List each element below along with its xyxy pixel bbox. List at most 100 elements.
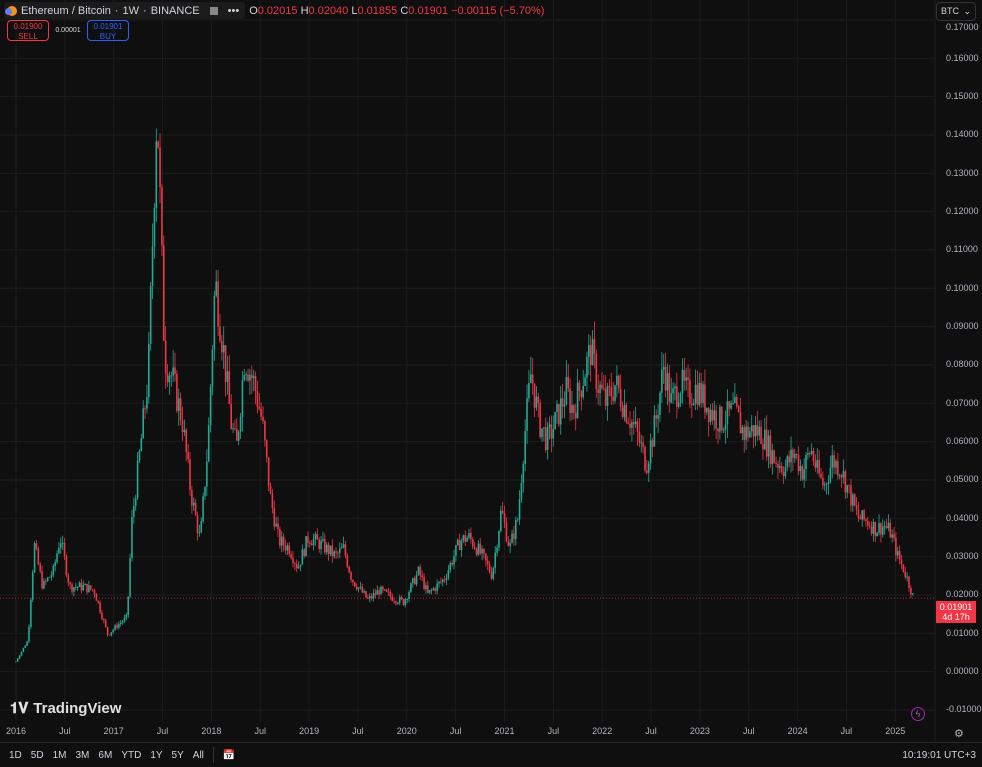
candle-body xyxy=(303,549,306,557)
candle-body xyxy=(887,522,890,528)
candle-body xyxy=(908,576,910,588)
candle-body xyxy=(423,577,425,590)
candle-body xyxy=(638,431,641,443)
candle-body xyxy=(170,375,173,377)
candle-body xyxy=(822,477,824,486)
candle-body xyxy=(69,582,71,585)
candle-body xyxy=(518,499,521,520)
candle-body xyxy=(166,373,169,383)
candle-body xyxy=(861,510,863,520)
price-tick: 0.13000 xyxy=(946,167,979,178)
range-button-1y[interactable]: 1Y xyxy=(150,749,163,761)
candle-body xyxy=(554,412,556,430)
candle-body xyxy=(183,429,186,433)
candle-body xyxy=(346,555,349,567)
candle-body xyxy=(224,345,227,382)
candle-body xyxy=(719,406,721,432)
candle-body xyxy=(104,620,107,627)
range-button-5d[interactable]: 5D xyxy=(30,749,44,761)
candle-body xyxy=(127,596,130,615)
clock[interactable]: 10:19:01 UTC+3 xyxy=(902,749,976,761)
candle-body xyxy=(45,580,47,582)
candle-body xyxy=(604,388,607,406)
currency-selector[interactable]: BTC ⌄ xyxy=(936,2,976,21)
time-tick: Jul xyxy=(742,726,755,736)
candle-body xyxy=(279,529,281,546)
candle-body xyxy=(825,483,828,485)
candle-body xyxy=(232,428,234,430)
candle-body xyxy=(340,547,343,549)
candle-body xyxy=(793,453,796,459)
settings-icon[interactable]: ⚙ xyxy=(954,728,964,740)
candle-body xyxy=(348,566,350,573)
candle-body xyxy=(264,421,266,441)
candle-body xyxy=(646,470,648,473)
candle-body xyxy=(187,451,189,460)
more-icon[interactable]: ••• xyxy=(227,4,240,17)
candle-body xyxy=(479,543,482,554)
range-button-5y[interactable]: 5Y xyxy=(171,749,184,761)
candle-body xyxy=(837,461,839,476)
candle-body xyxy=(352,579,354,583)
range-button-all[interactable]: All xyxy=(192,749,204,761)
candle-body xyxy=(582,385,585,398)
candle-body xyxy=(385,589,388,592)
candle-body xyxy=(713,410,716,421)
candle-body xyxy=(816,459,819,468)
candle-body xyxy=(31,572,34,600)
candle-body xyxy=(496,547,498,553)
candle-body xyxy=(376,590,379,595)
time-tick: 2016 xyxy=(5,726,27,736)
candle-body xyxy=(456,539,459,546)
candle-body xyxy=(492,567,495,579)
price-chart[interactable] xyxy=(0,0,982,742)
time-tick: Jul xyxy=(840,726,853,736)
candle-body xyxy=(911,593,914,595)
candle-body xyxy=(318,539,320,550)
lightning-icon[interactable]: ϟ xyxy=(911,707,925,721)
candle-body xyxy=(612,396,614,401)
candle-body xyxy=(400,597,403,600)
candle-body xyxy=(827,481,830,484)
candle-body xyxy=(752,425,755,437)
range-button-3m[interactable]: 3M xyxy=(75,749,90,761)
range-button-6m[interactable]: 6M xyxy=(98,749,113,761)
candle-body xyxy=(810,450,813,454)
candle-body xyxy=(737,405,740,413)
candle-body xyxy=(720,406,723,431)
candle-body xyxy=(786,456,789,467)
candle-body xyxy=(865,519,867,521)
candle-body xyxy=(747,426,749,438)
candle-body xyxy=(421,575,423,578)
range-button-1d[interactable]: 1D xyxy=(9,749,22,761)
candle-body xyxy=(691,404,693,406)
candle-body xyxy=(556,404,558,413)
candle-body xyxy=(481,548,483,554)
candle-body xyxy=(756,425,759,436)
candle-body xyxy=(466,537,468,542)
range-button-ytd[interactable]: YTD xyxy=(121,749,142,761)
candle-body xyxy=(88,585,90,593)
candle-body xyxy=(374,593,377,595)
candle-body xyxy=(428,590,431,593)
candle-body xyxy=(359,586,362,588)
calendar-icon[interactable]: 📅 xyxy=(222,749,236,761)
sell-button[interactable]: 0.01900 SELL xyxy=(7,20,49,41)
candle-body xyxy=(674,386,676,389)
range-button-1m[interactable]: 1M xyxy=(52,749,67,761)
candle-body xyxy=(896,550,899,556)
flag-icon[interactable] xyxy=(209,6,218,15)
buy-button[interactable]: 0.01901 BUY xyxy=(87,20,129,41)
trade-panel: 0.01900 SELL 0.00001 0.01901 BUY xyxy=(7,20,129,41)
candle-body xyxy=(599,384,601,393)
price-tick: 0.10000 xyxy=(946,282,979,293)
candle-body xyxy=(661,369,663,393)
symbol-selector[interactable]: Ethereum / Bitcoin · 1W · BINANCE ••• xyxy=(4,2,246,19)
candle-body xyxy=(606,386,609,406)
candle-body xyxy=(370,596,373,599)
candle-body xyxy=(157,141,159,148)
candle-body xyxy=(621,407,624,417)
candle-body xyxy=(722,429,725,431)
candle-body xyxy=(103,619,105,621)
candle-body xyxy=(730,403,732,409)
